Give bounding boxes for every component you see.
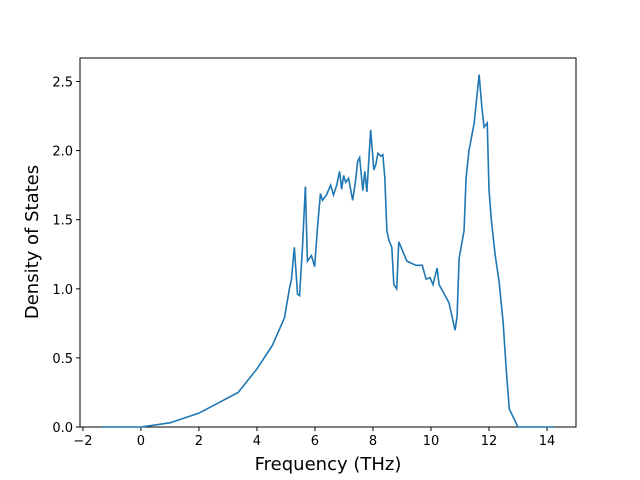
y-tick-label: 1.5 xyxy=(52,214,73,229)
y-tick-label: 1.0 xyxy=(52,283,73,298)
x-tick-label: 4 xyxy=(253,434,261,449)
axes-frame xyxy=(79,57,577,428)
x-tick-label: 6 xyxy=(311,434,319,449)
y-tick-label: 2.5 xyxy=(52,75,73,90)
x-axis-label: Frequency (THz) xyxy=(255,454,402,475)
x-tick-label: 12 xyxy=(481,434,498,449)
y-axis-label: Density of States xyxy=(22,165,43,319)
x-tick-label: 10 xyxy=(423,434,440,449)
x-tick-label: 14 xyxy=(539,434,556,449)
y-tick-label: 2.0 xyxy=(52,145,73,160)
x-tick-label: 0 xyxy=(137,434,145,449)
dos-line xyxy=(101,74,555,428)
y-tick-label: 0.0 xyxy=(52,421,73,436)
x-tick-label: 8 xyxy=(369,434,377,449)
y-tick-label: 0.5 xyxy=(52,352,73,367)
x-tick-label: −2 xyxy=(73,434,92,449)
x-tick-label: 2 xyxy=(195,434,203,449)
